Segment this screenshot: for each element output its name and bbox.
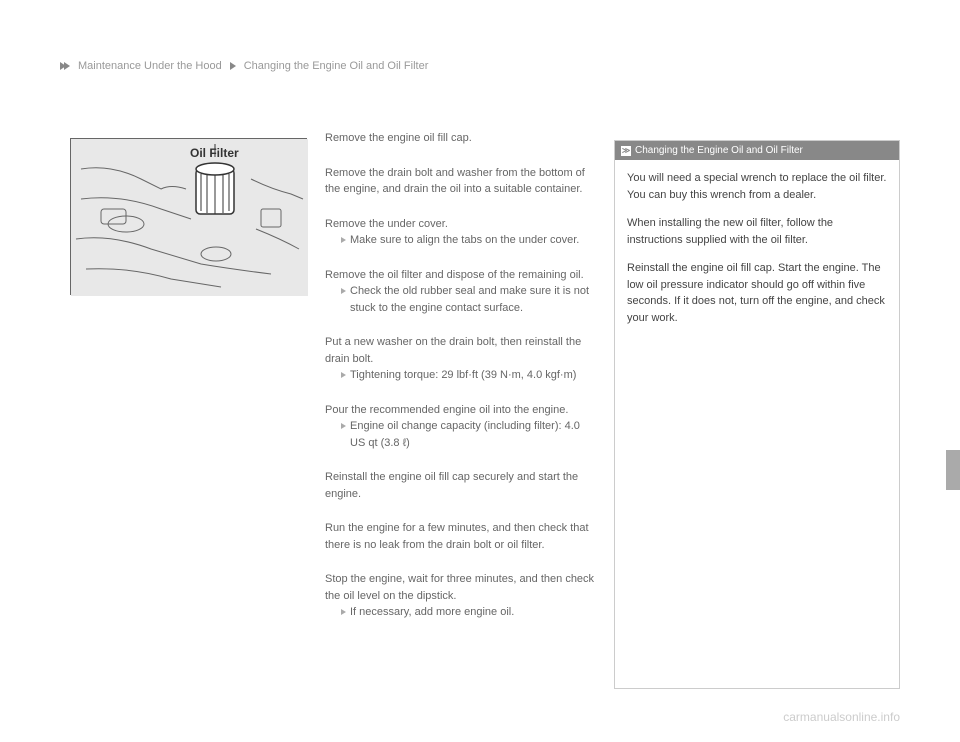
step-6: Pour the recommended engine oil into the… xyxy=(325,402,595,452)
info-icon: ≫ xyxy=(621,146,631,156)
step-sub-text: Engine oil change capacity (including fi… xyxy=(350,418,595,451)
step-3: Remove the under cover. Make sure to ali… xyxy=(325,216,595,249)
breadcrumb: Maintenance Under the Hood Changing the … xyxy=(60,60,428,72)
engine-diagram-svg xyxy=(71,139,308,296)
sidebar-header: ≫ Changing the Engine Oil and Oil Filter xyxy=(615,141,899,160)
step-text: Put a new washer on the drain bolt, then… xyxy=(325,336,581,365)
sub-triangle-icon xyxy=(341,609,346,615)
sub-triangle-icon xyxy=(341,237,346,243)
step-sub-text: If necessary, add more engine oil. xyxy=(350,604,514,621)
sub-triangle-icon xyxy=(341,288,346,294)
sub-triangle-icon xyxy=(341,423,346,429)
info-sidebar: ≫ Changing the Engine Oil and Oil Filter… xyxy=(614,140,900,689)
watermark: carmanualsonline.info xyxy=(783,710,900,724)
diagram-label: Oil Filter xyxy=(190,146,239,160)
step-text: Remove the engine oil fill cap. xyxy=(325,132,472,144)
double-triangle-icon xyxy=(60,62,70,70)
step-sub-text: Tightening torque: 29 lbf·ft (39 N·m, 4.… xyxy=(350,367,576,384)
step-text: Remove the under cover. xyxy=(325,218,448,230)
step-5: Put a new washer on the drain bolt, then… xyxy=(325,334,595,384)
step-8: Run the engine for a few minutes, and th… xyxy=(325,520,595,553)
main-steps: Remove the engine oil fill cap. Remove t… xyxy=(325,130,595,639)
step-text: Remove the oil filter and dispose of the… xyxy=(325,269,584,281)
sidebar-title: Changing the Engine Oil and Oil Filter xyxy=(635,145,803,156)
step-9: Stop the engine, wait for three minutes,… xyxy=(325,571,595,621)
step-text: Run the engine for a few minutes, and th… xyxy=(325,522,589,551)
step-2: Remove the drain bolt and washer from th… xyxy=(325,165,595,198)
breadcrumb-level2: Changing the Engine Oil and Oil Filter xyxy=(244,60,429,72)
sidebar-p3: Reinstall the engine oil fill cap. Start… xyxy=(627,260,887,326)
step-text: Pour the recommended engine oil into the… xyxy=(325,404,568,416)
step-7: Reinstall the engine oil fill cap secure… xyxy=(325,469,595,502)
sidebar-p1: You will need a special wrench to replac… xyxy=(627,170,887,203)
step-text: Reinstall the engine oil fill cap secure… xyxy=(325,471,578,500)
breadcrumb-level1: Maintenance Under the Hood xyxy=(78,60,222,72)
page-side-tab xyxy=(946,450,960,490)
step-sub-text: Check the old rubber seal and make sure … xyxy=(350,283,595,316)
step-1: Remove the engine oil fill cap. xyxy=(325,130,595,147)
oil-filter-diagram xyxy=(70,138,307,295)
sub-triangle-icon xyxy=(341,372,346,378)
triangle-icon xyxy=(230,62,236,70)
sidebar-p2: When installing the new oil filter, foll… xyxy=(627,215,887,248)
sidebar-content: You will need a special wrench to replac… xyxy=(615,160,899,688)
step-text: Remove the drain bolt and washer from th… xyxy=(325,167,585,196)
step-sub-text: Make sure to align the tabs on the under… xyxy=(350,232,579,249)
step-text: Stop the engine, wait for three minutes,… xyxy=(325,573,594,602)
step-4: Remove the oil filter and dispose of the… xyxy=(325,267,595,317)
